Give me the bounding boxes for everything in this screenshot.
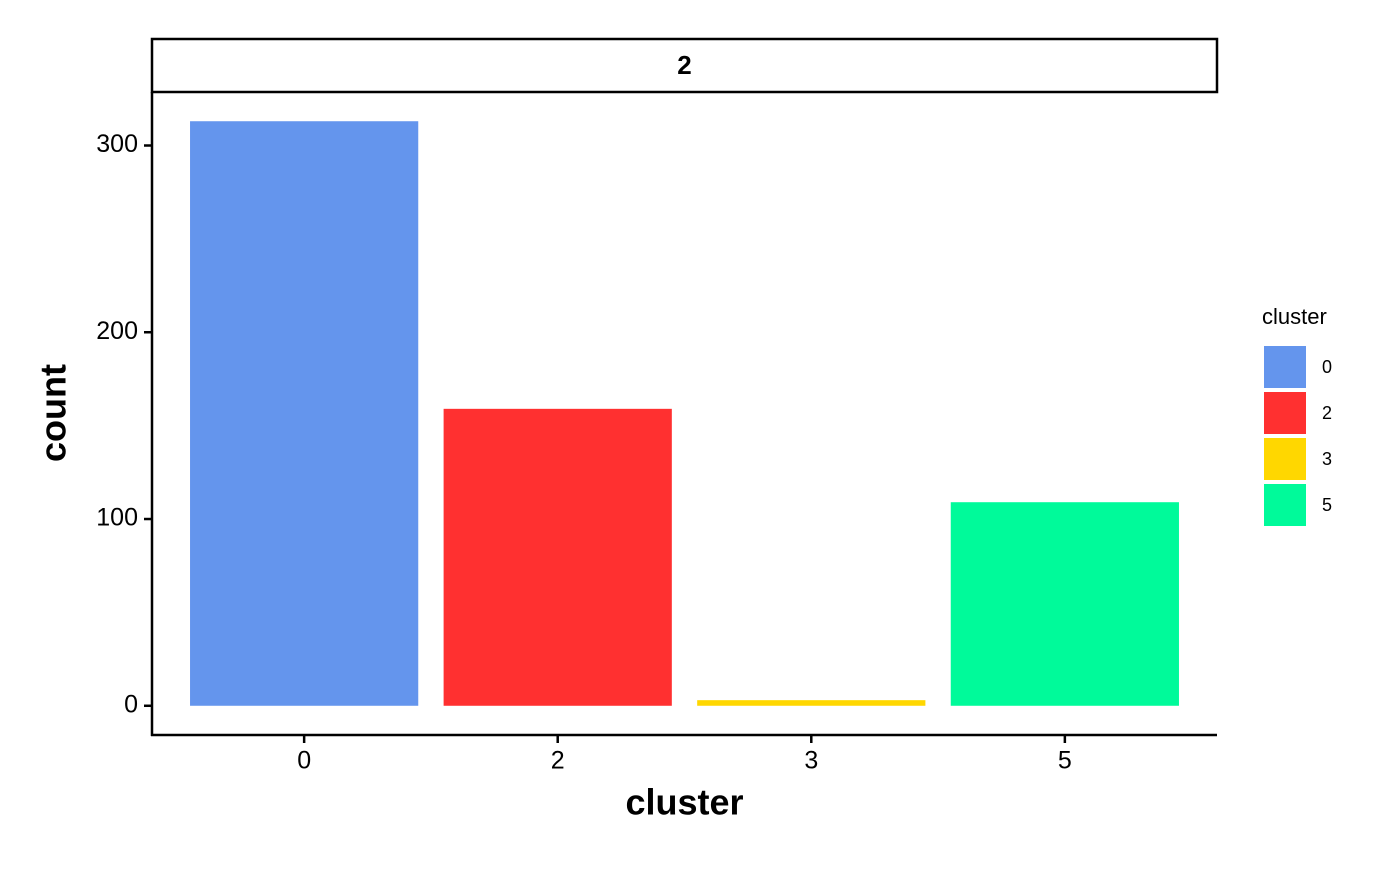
bar (190, 121, 419, 706)
legend-label: 2 (1322, 403, 1332, 423)
x-tick-label: 3 (804, 747, 818, 775)
legend-key (1264, 484, 1306, 526)
x-tick-label: 2 (551, 747, 565, 775)
legend-label: 5 (1322, 495, 1332, 515)
x-tick-label: 0 (297, 747, 311, 775)
bar (697, 700, 926, 706)
bar (443, 408, 672, 706)
x-tick-label: 5 (1058, 747, 1072, 775)
y-tick-label: 100 (96, 504, 138, 532)
legend-title: cluster (1262, 304, 1327, 329)
legend-label: 0 (1322, 357, 1332, 377)
bar (950, 502, 1179, 706)
y-tick-label: 300 (96, 130, 138, 158)
y-axis-title: count (33, 364, 74, 462)
legend-key (1264, 346, 1306, 388)
y-tick-label: 0 (124, 690, 138, 718)
legend-label: 3 (1322, 449, 1332, 469)
legend-key (1264, 392, 1306, 434)
facet-label: 2 (677, 50, 691, 80)
x-axis-title: cluster (625, 782, 743, 823)
facet-strip (150, 37, 1219, 94)
y-tick-label: 200 (96, 317, 138, 345)
legend-key (1264, 438, 1306, 480)
